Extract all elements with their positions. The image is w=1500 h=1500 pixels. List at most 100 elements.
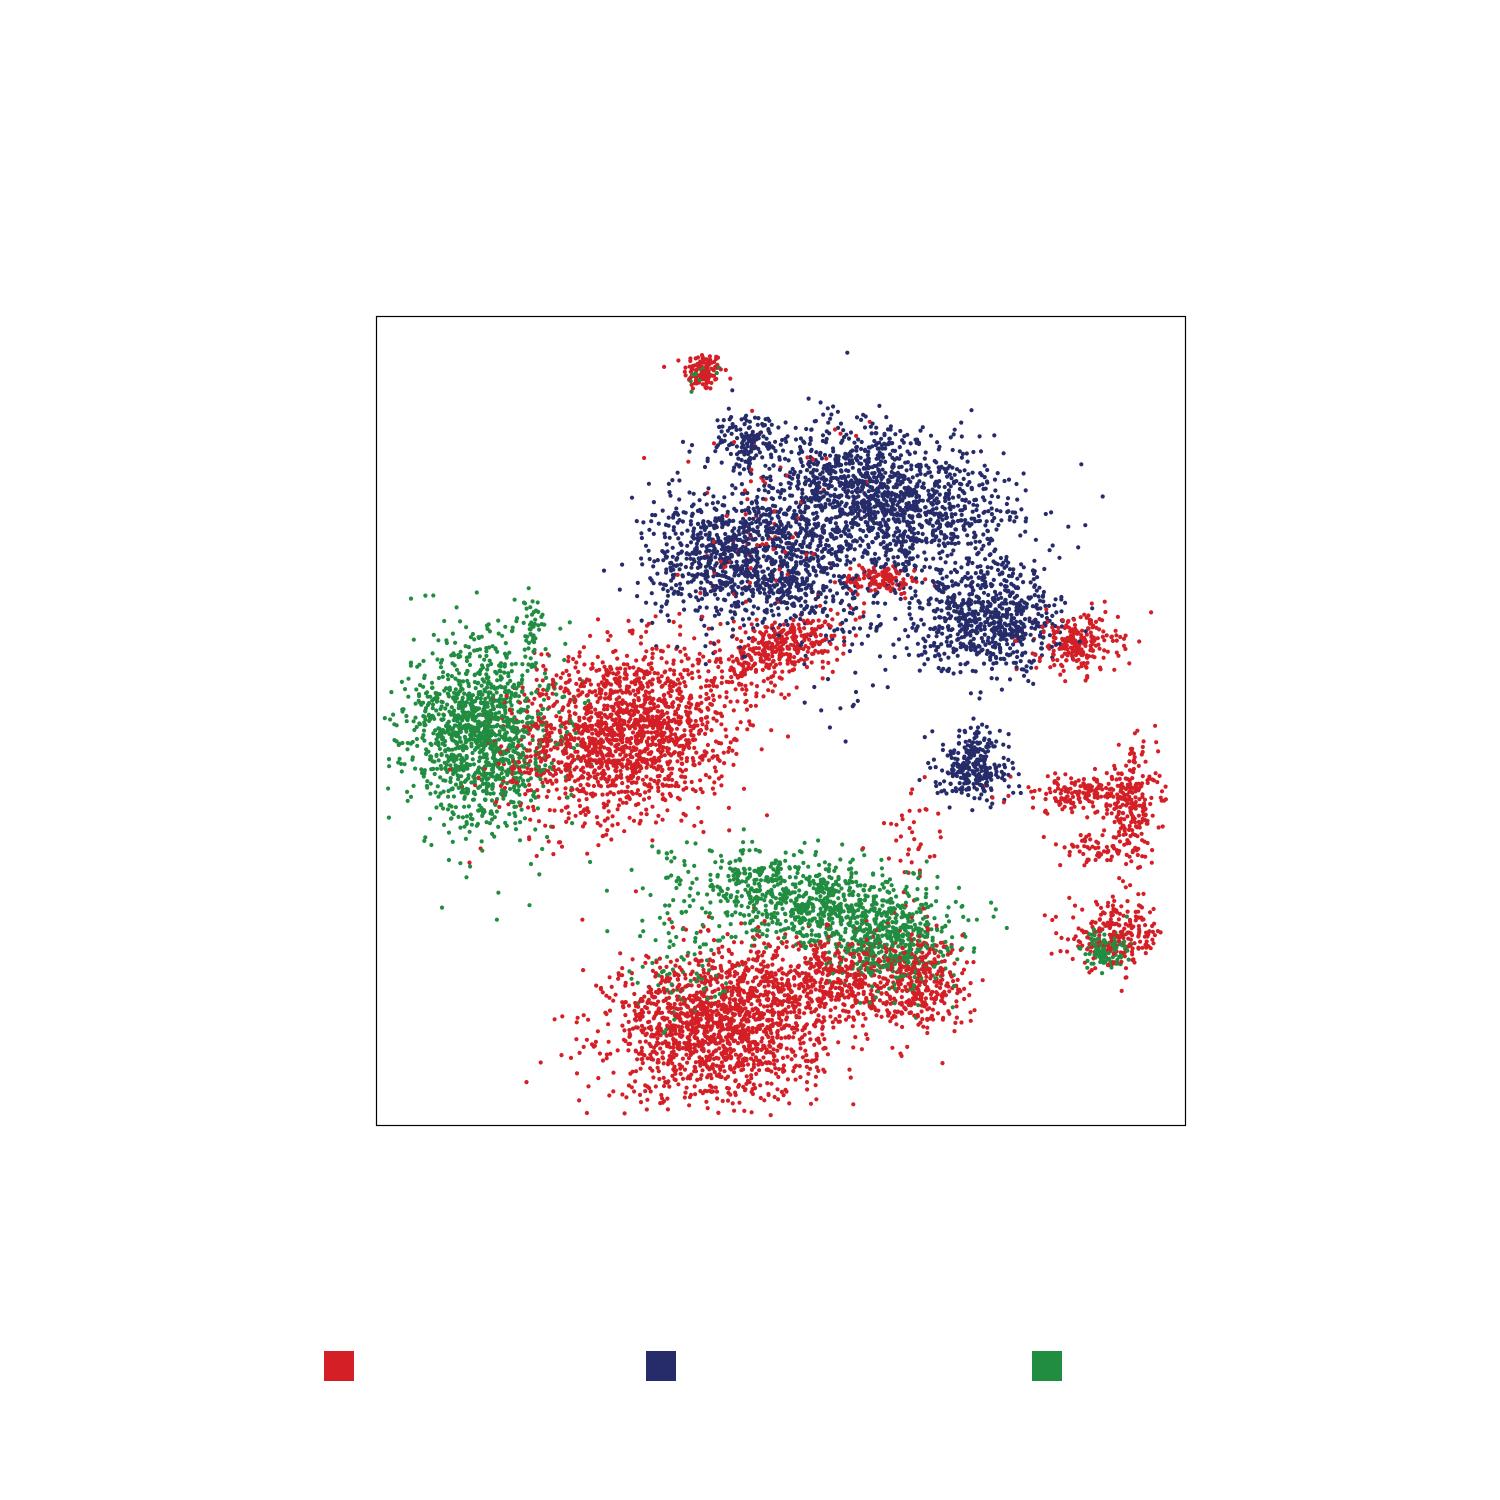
data-point-red <box>597 1051 603 1056</box>
data-point-red <box>1159 789 1165 794</box>
data-point-green <box>730 913 735 918</box>
data-point-red <box>761 679 766 684</box>
data-point-navy <box>719 429 724 434</box>
data-point-green <box>813 852 818 858</box>
data-point-green <box>436 638 441 643</box>
data-point-green <box>877 887 882 892</box>
data-point-navy <box>1039 641 1044 646</box>
data-point-green <box>716 892 722 897</box>
data-point-red <box>1122 926 1127 931</box>
data-point-red <box>644 649 649 654</box>
data-point-navy <box>1014 481 1019 487</box>
data-point-red <box>711 938 717 943</box>
data-point-navy <box>973 546 978 551</box>
data-point-green <box>501 796 506 801</box>
data-point-green <box>961 914 966 920</box>
data-point-green <box>849 916 854 921</box>
data-point-red <box>708 688 714 693</box>
data-point-navy <box>994 739 999 744</box>
data-point-red <box>678 649 683 654</box>
data-point-red <box>901 577 906 582</box>
data-point-red <box>1072 903 1078 908</box>
data-point-green <box>708 900 713 905</box>
data-point-green <box>386 757 392 762</box>
data-point-green <box>1126 957 1131 962</box>
data-point-navy <box>929 474 934 479</box>
data-point-red <box>656 1069 661 1074</box>
data-point-red <box>1132 760 1137 765</box>
data-point-red <box>734 636 740 642</box>
data-point-navy <box>972 796 977 801</box>
data-point-red <box>791 1069 796 1074</box>
data-point-red <box>731 659 736 664</box>
data-point-navy <box>741 467 747 472</box>
data-point-red <box>842 642 847 648</box>
data-point-navy <box>1041 589 1046 595</box>
data-point-red <box>653 820 659 825</box>
data-point-red <box>773 1066 778 1071</box>
data-point-green <box>843 926 848 931</box>
data-point-navy <box>663 522 669 528</box>
data-point-red <box>609 712 614 717</box>
data-point-navy <box>800 487 805 492</box>
data-point-navy <box>908 441 913 446</box>
data-point-red <box>890 1045 895 1050</box>
data-point-red <box>772 683 778 688</box>
data-point-navy <box>871 600 876 605</box>
data-point-red <box>596 843 601 848</box>
data-point-red <box>590 731 595 736</box>
data-point-navy <box>670 478 675 483</box>
data-point-red <box>671 1045 676 1050</box>
data-point-navy <box>838 706 843 711</box>
data-point-navy <box>828 416 833 421</box>
data-point-red <box>687 1103 692 1108</box>
data-point-navy <box>782 456 788 461</box>
data-point-red <box>665 1096 670 1101</box>
data-point-red <box>633 1079 638 1084</box>
data-point-red <box>733 687 738 692</box>
data-point-red <box>680 1076 686 1081</box>
data-point-red <box>727 996 732 1002</box>
data-point-navy <box>994 655 999 661</box>
data-point-red <box>671 668 677 673</box>
data-point-navy <box>730 627 736 632</box>
data-point-green <box>918 921 923 926</box>
data-point-red <box>551 764 556 769</box>
data-point-navy <box>884 415 889 420</box>
data-point-navy <box>992 433 997 438</box>
data-point-green <box>461 679 466 684</box>
data-point-navy <box>679 531 685 536</box>
data-point-red <box>708 1083 713 1088</box>
data-point-red <box>732 973 737 979</box>
data-point-red <box>1077 849 1082 854</box>
data-point-navy <box>828 493 833 498</box>
data-point-red <box>804 665 810 670</box>
data-point-red <box>775 1048 780 1053</box>
data-point-red <box>706 758 712 763</box>
data-point-red <box>1143 759 1148 764</box>
data-point-navy <box>1015 654 1020 660</box>
data-point-navy <box>788 493 793 498</box>
data-point-navy <box>876 556 882 561</box>
data-point-navy <box>904 646 909 651</box>
data-point-red <box>807 1030 812 1035</box>
data-point-red <box>728 980 734 985</box>
data-point-navy <box>665 588 670 594</box>
data-point-red <box>683 652 688 658</box>
data-point-red <box>645 1097 650 1102</box>
data-point-navy <box>966 793 971 798</box>
data-point-green <box>521 778 526 783</box>
data-point-green <box>801 940 806 946</box>
data-point-red <box>719 1060 725 1065</box>
data-point-navy <box>910 625 915 630</box>
data-point-red <box>710 693 716 698</box>
data-point-navy <box>848 430 854 435</box>
data-point-navy <box>1006 477 1012 482</box>
data-point-red <box>656 704 661 709</box>
data-point-red <box>677 611 682 616</box>
data-point-green <box>640 964 645 969</box>
data-point-red <box>936 811 941 816</box>
data-point-navy <box>687 490 692 495</box>
data-point-green <box>747 866 752 872</box>
data-point-green <box>687 904 692 909</box>
